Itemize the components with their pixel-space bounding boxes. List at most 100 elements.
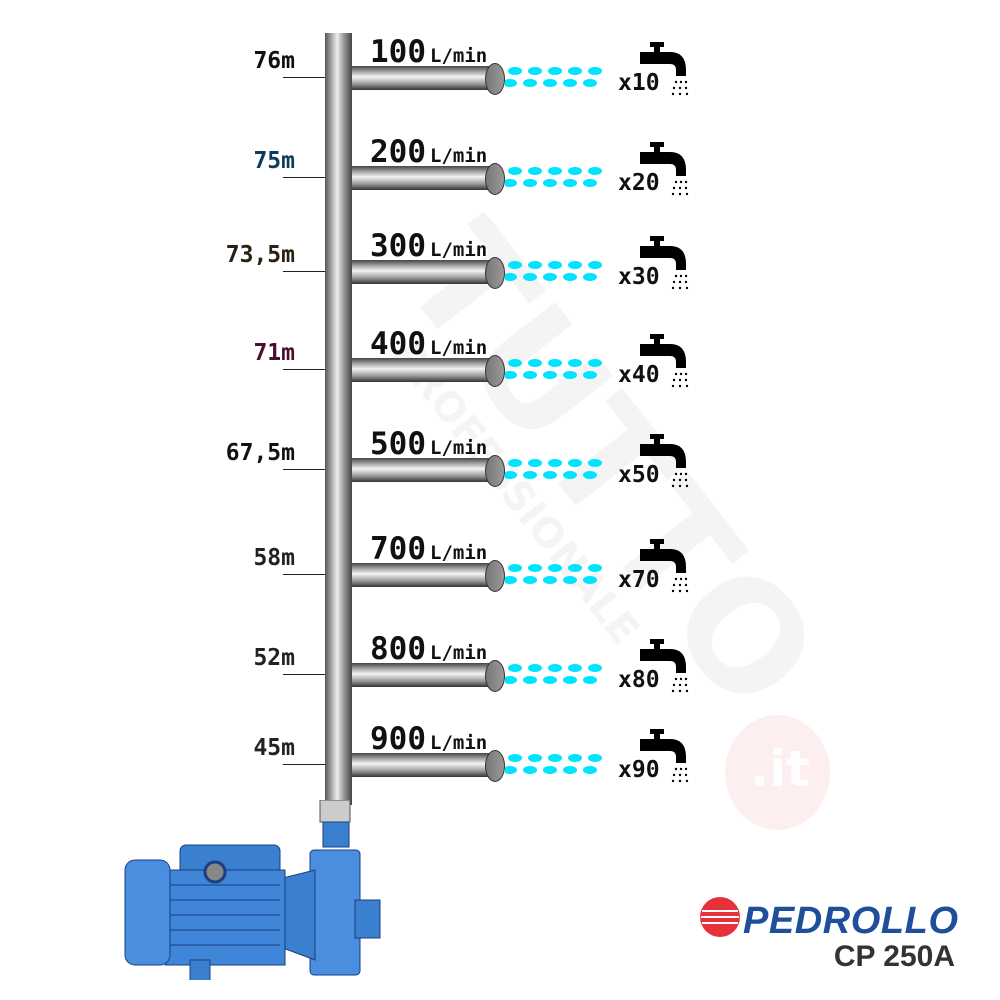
branch-pipe xyxy=(352,563,490,587)
flow-rate: 100 L/min xyxy=(370,34,487,70)
outlet-row: 71m 400 L/min x40 xyxy=(0,326,1000,400)
water-drop xyxy=(583,179,597,187)
water-drop xyxy=(528,167,542,175)
branch-pipe xyxy=(352,753,490,777)
water-drop xyxy=(583,576,597,584)
height-label: 75m xyxy=(253,148,295,174)
faucet-icon xyxy=(640,434,689,488)
flow-value: 700 xyxy=(370,531,426,567)
water-drop xyxy=(583,471,597,479)
flow-unit: L/min xyxy=(430,542,488,564)
water-drop xyxy=(563,273,577,281)
tap-count: x90 xyxy=(618,757,660,783)
branch-pipe xyxy=(352,66,490,90)
water-drop xyxy=(568,167,582,175)
water-drop xyxy=(563,576,577,584)
outlet-row: 76m 100 L/min x10 xyxy=(0,34,1000,108)
water-drop xyxy=(583,371,597,379)
water-drop xyxy=(588,261,602,269)
water-drop xyxy=(543,766,557,774)
flow-rate: 200 L/min xyxy=(370,134,487,170)
flow-value: 900 xyxy=(370,721,426,757)
brand-name: PEDROLLO xyxy=(743,900,958,942)
water-drop xyxy=(548,359,562,367)
water-drop xyxy=(528,664,542,672)
tap-count: x50 xyxy=(618,462,660,488)
height-tick xyxy=(283,574,325,575)
water-drop xyxy=(508,261,522,269)
water-drop xyxy=(548,261,562,269)
tap-count: x30 xyxy=(618,264,660,290)
water-drop xyxy=(523,79,537,87)
water-drop xyxy=(543,471,557,479)
flow-value: 800 xyxy=(370,631,426,667)
outlet-row: 73,5m 300 L/min x30 xyxy=(0,228,1000,302)
water-drop xyxy=(528,459,542,467)
water-drop xyxy=(543,79,557,87)
water-drop xyxy=(588,754,602,762)
water-drop xyxy=(508,167,522,175)
faucet-icon xyxy=(640,334,689,388)
water-drop xyxy=(548,459,562,467)
water-spray xyxy=(505,67,602,87)
water-drop xyxy=(505,79,517,87)
water-drop xyxy=(523,576,537,584)
water-drop xyxy=(588,167,602,175)
flow-value: 100 xyxy=(370,34,426,70)
water-drop xyxy=(505,371,517,379)
height-tick xyxy=(283,77,325,78)
watermark-suffix: .it xyxy=(750,740,811,798)
water-drop xyxy=(528,359,542,367)
water-drop xyxy=(583,79,597,87)
outlet-row: 52m 800 L/min x80 xyxy=(0,631,1000,705)
water-drop xyxy=(588,564,602,572)
water-drop xyxy=(543,676,557,684)
faucet-icon xyxy=(640,729,689,783)
water-drop xyxy=(568,564,582,572)
water-drop xyxy=(523,676,537,684)
flow-rate: 500 L/min xyxy=(370,426,487,462)
water-drop xyxy=(568,754,582,762)
water-drop xyxy=(563,766,577,774)
height-label: 73,5m xyxy=(225,242,295,268)
height-tick xyxy=(283,271,325,272)
height-label: 45m xyxy=(253,735,295,761)
flow-unit: L/min xyxy=(430,732,488,754)
tap-count: x20 xyxy=(618,170,660,196)
pump-illustration xyxy=(124,800,381,980)
water-drop xyxy=(548,664,562,672)
water-drop xyxy=(505,471,517,479)
water-drop xyxy=(583,766,597,774)
pipe-cap xyxy=(485,750,505,782)
water-spray xyxy=(505,664,602,684)
water-drop xyxy=(568,459,582,467)
water-drop xyxy=(528,261,542,269)
flow-unit: L/min xyxy=(430,337,488,359)
branch-pipe xyxy=(352,458,490,482)
flow-value: 400 xyxy=(370,326,426,362)
water-drop xyxy=(588,664,602,672)
water-drop xyxy=(528,67,542,75)
water-drop xyxy=(523,273,537,281)
outlet-row: 58m 700 L/min x70 xyxy=(0,531,1000,605)
flow-unit: L/min xyxy=(430,239,488,261)
water-drop xyxy=(508,664,522,672)
flow-value: 300 xyxy=(370,228,426,264)
water-drop xyxy=(588,359,602,367)
water-drop xyxy=(508,67,522,75)
faucet-icon xyxy=(640,236,689,290)
water-drop xyxy=(563,471,577,479)
model-name: CP 250A xyxy=(833,940,955,973)
pipe-cap xyxy=(485,355,505,387)
water-drop xyxy=(505,576,517,584)
pipe-cap xyxy=(485,63,505,95)
water-drop xyxy=(568,664,582,672)
water-drop xyxy=(548,67,562,75)
flow-rate: 800 L/min xyxy=(370,631,487,667)
water-drop xyxy=(588,459,602,467)
branch-pipe xyxy=(352,663,490,687)
water-drop xyxy=(528,564,542,572)
branch-pipe xyxy=(352,358,490,382)
height-tick xyxy=(283,469,325,470)
